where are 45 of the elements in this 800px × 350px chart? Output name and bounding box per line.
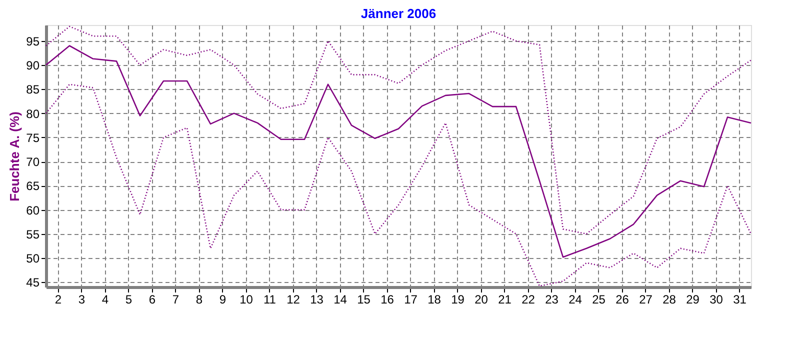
y-tick-label: 95 [26,34,40,48]
x-tick-label: 27 [639,292,653,306]
y-tick-label: 65 [26,179,40,194]
chart-title: Jänner 2006 [360,6,436,21]
line-series [45,26,752,235]
x-tick-label: 8 [196,292,203,306]
y-tick-label: 45 [26,276,40,290]
x-tick-label: 4 [102,292,109,306]
x-tick-label: 12 [286,292,300,306]
x-tick-label: 6 [148,292,156,306]
x-tick-label: 14 [334,292,348,306]
x-tick-label: 17 [404,292,418,306]
y-tick-label: 70 [26,155,40,170]
x-tick-label: 9 [219,292,226,306]
x-tick-label: 28 [662,292,676,306]
x-tick-label: 5 [125,292,132,306]
x-tick-label: 11 [264,292,276,306]
x-tick-label: 18 [428,292,442,306]
x-tick-label: 21 [498,292,512,306]
y-tick-label: 60 [26,203,40,218]
x-tick-label: 16 [380,292,394,306]
y-tick-label: 80 [26,106,40,121]
x-tick-label: 19 [451,292,465,306]
y-tick-label: 55 [26,227,40,242]
x-tick-label: 7 [172,292,180,306]
x-tick-label: 15 [357,292,371,306]
y-tick-label: 75 [26,130,40,145]
x-tick-label: 30 [710,292,724,306]
x-tick-label: 2 [54,292,62,306]
y-axis-title: Feuchte A. (%) [7,112,22,202]
x-tick-label: 10 [240,292,254,306]
x-tick-label: 3 [78,292,86,306]
line-series [45,45,752,258]
x-tick-label: 25 [592,292,606,306]
x-tick-label: 13 [310,292,324,306]
x-tick-label: 24 [568,292,582,306]
y-tick-label: 50 [26,252,40,266]
x-tick-label: 22 [522,292,536,306]
x-tick-label: 20 [474,292,488,306]
x-tick-label: 31 [733,292,747,306]
x-tick-label: 26 [616,292,630,306]
x-tick-label: 23 [545,292,559,306]
y-tick-label: 85 [26,82,40,97]
y-tick-label: 90 [26,58,40,73]
x-tick-label: 29 [686,292,700,306]
